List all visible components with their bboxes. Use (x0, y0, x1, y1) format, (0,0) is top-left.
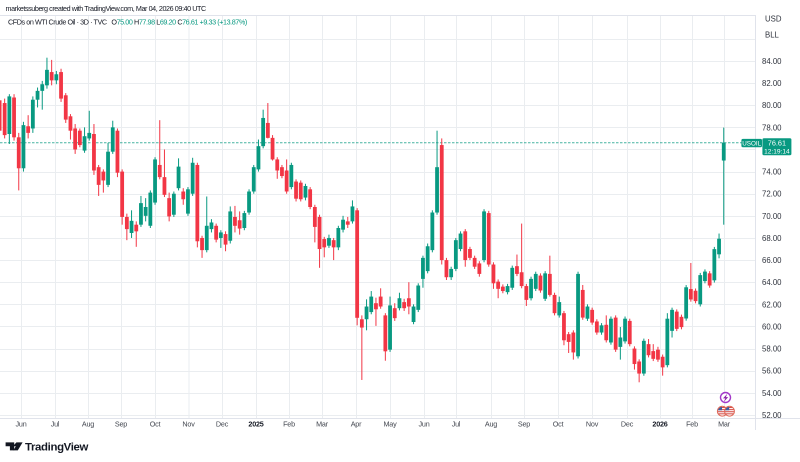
svg-text:56.00: 56.00 (762, 367, 782, 376)
svg-text:2025: 2025 (248, 420, 263, 429)
svg-text:58.00: 58.00 (762, 345, 782, 354)
svg-text:TradingView: TradingView (25, 441, 89, 453)
svg-text:Sep: Sep (115, 420, 127, 429)
svg-text:74.00: 74.00 (762, 168, 782, 177)
svg-text:64.00: 64.00 (762, 278, 782, 287)
svg-text:2026: 2026 (652, 420, 667, 429)
svg-text:Feb: Feb (686, 420, 698, 429)
svg-text:Mar: Mar (718, 420, 731, 429)
svg-text:76.61: 76.61 (768, 139, 786, 148)
svg-text:Jul: Jul (452, 420, 461, 429)
svg-text:BLL: BLL (765, 31, 780, 40)
svg-text:Jun: Jun (16, 420, 27, 429)
svg-text:80.00: 80.00 (762, 101, 782, 110)
svg-text:Nov: Nov (586, 420, 599, 429)
svg-text:66.00: 66.00 (762, 256, 782, 265)
svg-text:Mar: Mar (316, 420, 329, 429)
svg-text:54.00: 54.00 (762, 389, 782, 398)
svg-text:Oct: Oct (150, 420, 161, 429)
svg-text:Nov: Nov (182, 420, 195, 429)
svg-text:12:19:14: 12:19:14 (764, 148, 790, 155)
svg-text:Jul: Jul (51, 420, 60, 429)
svg-text:Jun: Jun (419, 420, 430, 429)
svg-text:68.00: 68.00 (762, 234, 782, 243)
svg-text:Apr: Apr (351, 420, 362, 429)
svg-text:78.00: 78.00 (762, 123, 782, 132)
svg-text:Aug: Aug (82, 420, 94, 429)
svg-text:Sep: Sep (518, 420, 530, 429)
svg-text:Aug: Aug (485, 420, 497, 429)
svg-text:52.00: 52.00 (762, 411, 782, 420)
svg-text:62.00: 62.00 (762, 300, 782, 309)
svg-text:Dec: Dec (216, 420, 229, 429)
svg-text:60.00: 60.00 (762, 322, 782, 331)
svg-text:84.00: 84.00 (762, 57, 782, 66)
svg-text:USD: USD (765, 15, 782, 24)
svg-text:marketssuberg created with Tra: marketssuberg created with TradingView.c… (6, 4, 206, 13)
svg-text:82.00: 82.00 (762, 79, 782, 88)
svg-text:Oct: Oct (553, 420, 564, 429)
svg-text:CFDs on WTI Crude Oil · 3D · T: CFDs on WTI Crude Oil · 3D · TVC O75.00 … (8, 18, 247, 27)
svg-text:72.00: 72.00 (762, 190, 782, 199)
svg-text:Dec: Dec (621, 420, 634, 429)
svg-text:May: May (384, 420, 398, 429)
svg-text:USOIL: USOIL (742, 140, 761, 147)
svg-text:70.00: 70.00 (762, 212, 782, 221)
svg-text:Feb: Feb (283, 420, 295, 429)
